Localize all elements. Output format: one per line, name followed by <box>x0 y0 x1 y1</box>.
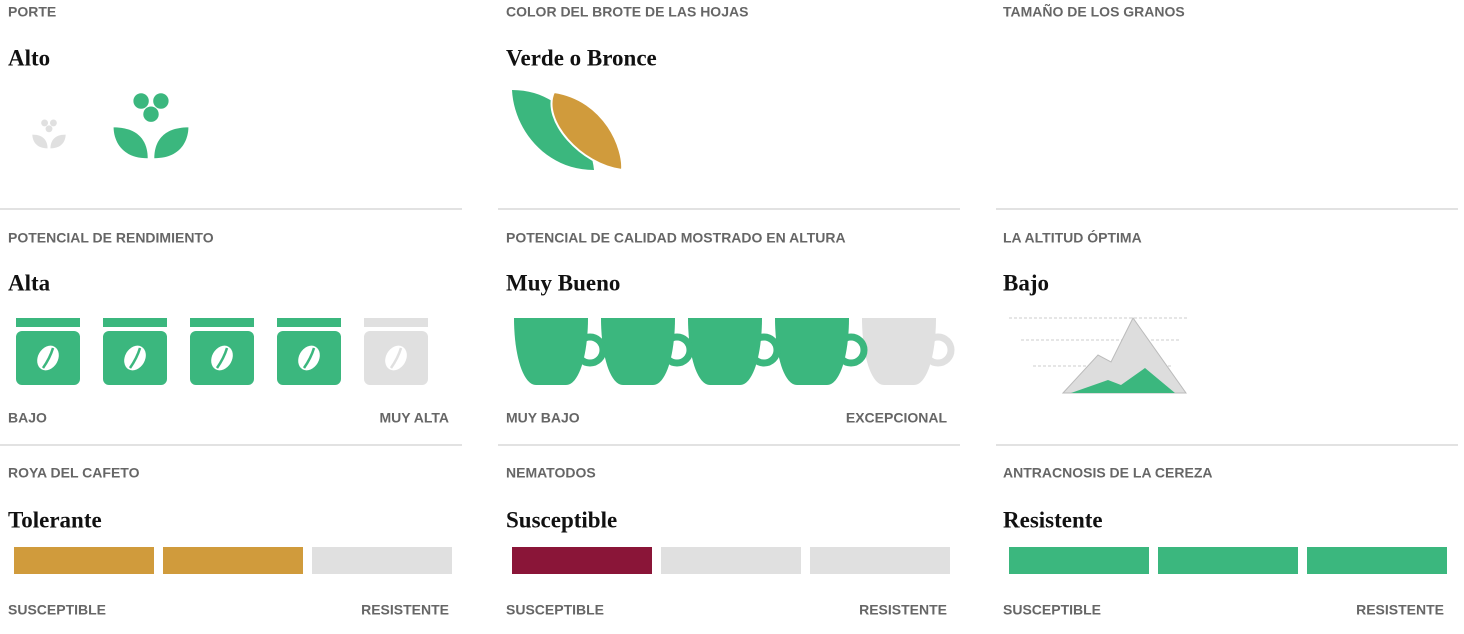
plant-berry <box>45 125 53 133</box>
leaf-green <box>512 90 594 170</box>
plant-icon <box>32 119 66 149</box>
scale-max: MUY ALTA <box>380 410 449 426</box>
plant-leaf <box>50 134 66 149</box>
bags-graphic <box>16 318 428 385</box>
plant-leaf <box>32 134 48 149</box>
plant-berry <box>153 93 169 109</box>
bag-icon <box>103 318 167 385</box>
attribute-label: ROYA DEL CAFETO <box>8 465 140 481</box>
bars-graphic <box>14 547 452 574</box>
rating-bar <box>1307 547 1447 574</box>
bag-bean-line <box>389 347 403 369</box>
plant-berry <box>49 119 57 127</box>
scale-max: RESISTENTE <box>1356 602 1444 618</box>
plant-icon <box>113 93 189 159</box>
plant-berry <box>143 106 159 122</box>
rating-bar <box>661 547 801 574</box>
bag-bean-line <box>215 347 229 369</box>
bag-icon <box>190 318 254 385</box>
cup-body <box>601 318 675 385</box>
attribute-label: TAMAÑO DE LOS GRANOS <box>1003 3 1185 20</box>
cup-icon <box>688 318 781 385</box>
mountain <box>1061 317 1187 394</box>
cup-body <box>862 318 936 385</box>
bars-graphic <box>1009 547 1447 574</box>
leaf-bronze <box>550 90 624 172</box>
bars-graphic <box>512 547 950 574</box>
scale-min: SUSCEPTIBLE <box>8 602 106 618</box>
rating-bar <box>810 547 950 574</box>
scale-max: EXCEPCIONAL <box>846 410 948 426</box>
attribute-label: POTENCIAL DE CALIDAD MOSTRADO EN ALTURA <box>506 230 846 246</box>
rating-bar <box>163 547 303 574</box>
rating-bar <box>14 547 154 574</box>
mountain-graphic <box>1009 317 1187 394</box>
bag-top <box>103 318 167 327</box>
plant-berry <box>41 119 49 127</box>
scale-max: RESISTENTE <box>361 602 449 618</box>
attribute-label: COLOR DEL BROTE DE LAS HOJAS <box>506 4 748 20</box>
plant-graphic <box>32 93 189 159</box>
attribute-value: Alto <box>8 45 50 70</box>
bag-icon <box>277 318 341 385</box>
attribute-value: Alta <box>8 270 51 295</box>
attribute-value: Susceptible <box>506 507 617 532</box>
cups-graphic <box>514 318 955 385</box>
plant-leaf <box>154 127 189 159</box>
attribute-label: ANTRACNOSIS DE LA CEREZA <box>1003 465 1213 481</box>
bag-icon <box>364 318 428 385</box>
bag-top <box>190 318 254 327</box>
bag-bean-line <box>128 347 142 369</box>
bag-top <box>16 318 80 327</box>
attribute-label: POTENCIAL DE RENDIMIENTO <box>8 230 214 246</box>
attribute-value: Bajo <box>1003 270 1049 295</box>
attribute-label: LA ALTITUD ÓPTIMA <box>1003 229 1142 246</box>
rating-bar <box>312 547 452 574</box>
plant-berry <box>133 93 149 109</box>
cup-body <box>775 318 849 385</box>
attribute-label: PORTE <box>8 4 56 20</box>
scale-min: BAJO <box>8 410 47 426</box>
scale-min: MUY BAJO <box>506 410 580 426</box>
bag-bean-line <box>41 347 55 369</box>
attribute-value: Verde o Bronce <box>506 45 657 70</box>
scale-min: SUSCEPTIBLE <box>1003 602 1101 618</box>
rating-bar <box>512 547 652 574</box>
attribute-value: Muy Bueno <box>506 270 620 295</box>
cup-body <box>514 318 588 385</box>
cup-icon <box>862 318 955 385</box>
cup-icon <box>775 318 868 385</box>
scale-max: RESISTENTE <box>859 602 947 618</box>
plant-leaf <box>113 127 148 159</box>
mountain-base <box>1071 368 1175 393</box>
cup-body <box>688 318 762 385</box>
rating-bar <box>1158 547 1298 574</box>
leaf-graphic <box>512 90 624 172</box>
rating-bar <box>1009 547 1149 574</box>
attribute-label: NEMATODOS <box>506 465 596 481</box>
bag-icon <box>16 318 80 385</box>
bag-top <box>364 318 428 327</box>
scale-min: SUSCEPTIBLE <box>506 602 604 618</box>
bag-top <box>277 318 341 327</box>
bag-bean-line <box>302 347 316 369</box>
attribute-value: Tolerante <box>8 507 102 532</box>
cup-icon <box>601 318 694 385</box>
cup-icon <box>514 318 607 385</box>
attribute-value: Resistente <box>1003 507 1103 532</box>
